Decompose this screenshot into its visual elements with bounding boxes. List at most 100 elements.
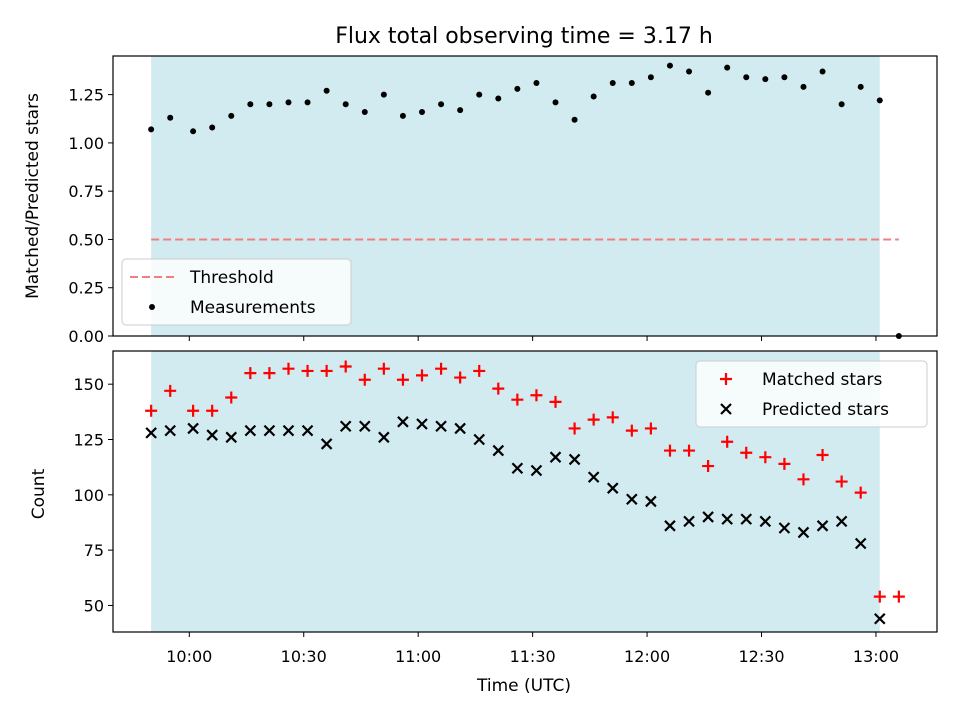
measurement-point <box>209 124 216 131</box>
predicted-star-point <box>492 444 505 457</box>
measurement-point <box>666 62 673 69</box>
predicted-star-point <box>473 433 485 446</box>
measurement-point <box>342 101 349 108</box>
y-tick-label: 75 <box>84 541 104 560</box>
measurement-point <box>457 107 464 114</box>
predicted-star-point <box>854 537 867 550</box>
predicted-star-point <box>416 418 428 430</box>
x-tick-label: 13:00 <box>853 647 899 666</box>
measurement-point <box>876 97 883 104</box>
matched-star-point <box>473 364 486 377</box>
measurement-point <box>762 76 769 83</box>
measurement-point <box>380 91 387 98</box>
predicted-star-point <box>759 515 772 528</box>
legend-frame <box>121 258 352 326</box>
matched-star-point <box>435 362 448 375</box>
y-tick-label: 0.00 <box>68 327 104 346</box>
matched-star-point <box>530 389 543 402</box>
matched-star-point <box>644 422 657 435</box>
measurement-point <box>857 83 864 90</box>
ratio-panel: 0.00 0.25 0.50 0.75 1.00 1.25 Threshold Measure… <box>68 55 938 346</box>
legend-predicted-swatch <box>720 403 732 415</box>
measurement-point <box>533 80 540 87</box>
bottom-legend: Matched stars Predicted stars <box>695 360 928 428</box>
predicted-star-point <box>164 424 176 437</box>
predicted-star-point <box>568 453 581 466</box>
measurement-point <box>705 89 712 96</box>
predicted-star-point <box>664 520 676 532</box>
matched-star-point <box>206 404 219 417</box>
x-tick-label: 12:30 <box>738 647 784 666</box>
bottom-y-axis-label: Count <box>29 468 49 519</box>
matched-star-point <box>854 486 867 499</box>
measurement-point <box>438 101 445 108</box>
predicted-star-point <box>206 429 218 441</box>
x-tick-label: 11:00 <box>395 647 441 666</box>
measurement-point <box>495 95 502 102</box>
matched-star-point <box>721 435 734 448</box>
y-tick-label: 0.75 <box>68 182 104 201</box>
legend-frame <box>695 360 928 428</box>
matched-star-point <box>873 590 886 603</box>
legend-predicted-label: Predicted stars <box>762 400 889 420</box>
matched-star-point <box>797 473 810 486</box>
predicted-star-point <box>816 520 829 532</box>
matched-star-point <box>606 411 619 424</box>
y-tick-label: 125 <box>73 431 104 450</box>
predicted-star-point <box>511 462 524 475</box>
predicted-star-point <box>874 612 886 625</box>
matched-star-point <box>225 391 238 404</box>
matched-star-point <box>892 590 905 603</box>
axes-frame <box>112 55 938 337</box>
matched-star-point <box>263 367 276 380</box>
predicted-star-point <box>263 424 276 437</box>
matched-star-point <box>358 373 371 386</box>
measurement-point <box>743 74 750 81</box>
x-tick-label: 10:00 <box>166 647 212 666</box>
matched-star-point <box>549 395 562 408</box>
matched-star-point <box>301 364 314 377</box>
x-tick-label: 11:30 <box>510 647 556 666</box>
measurement-point <box>419 109 425 115</box>
matched-star-point <box>164 384 177 397</box>
measurement-point <box>148 126 155 133</box>
matched-star-point <box>663 444 676 457</box>
y-tick-label: 1.25 <box>68 86 104 105</box>
predicted-star-point <box>683 515 695 528</box>
y-tick-label: 0.25 <box>68 279 104 298</box>
predicted-star-point <box>187 422 199 435</box>
predicted-star-point <box>530 464 543 477</box>
predicted-star-point <box>320 438 333 450</box>
matched-star-point <box>377 362 390 375</box>
predicted-star-point <box>740 513 753 525</box>
measurement-point <box>838 101 845 108</box>
predicted-star-point <box>225 431 238 444</box>
predicted-star-point <box>282 424 295 437</box>
measurement-point <box>361 109 368 115</box>
matched-star-point <box>568 422 581 435</box>
measurement-point <box>781 74 788 81</box>
matched-star-point <box>282 362 295 375</box>
measurement-point <box>552 99 559 106</box>
y-tick-label: 150 <box>73 375 104 394</box>
predicted-star-point <box>145 427 157 439</box>
matched-star-point <box>187 404 200 417</box>
matched-star-point <box>145 404 158 417</box>
legend-measurements-swatch <box>149 304 155 310</box>
predicted-star-point <box>797 526 810 539</box>
measurement-point <box>628 80 635 87</box>
matched-star-point <box>587 413 600 426</box>
predicted-star-point <box>549 451 562 463</box>
measurement-point <box>228 112 235 119</box>
matched-star-point <box>416 369 428 382</box>
measurement-point <box>571 116 578 123</box>
matched-star-point <box>778 457 791 470</box>
x-axis-label: Time (UTC) <box>476 676 571 696</box>
measurement-point <box>399 112 406 119</box>
matched-star-point <box>492 382 505 395</box>
measurement-point <box>266 101 273 108</box>
predicted-star-point <box>645 495 657 508</box>
count-panel: 50 75 100 125 150 10:00 10:30 11:00 11:30 12:00 12… <box>73 350 938 666</box>
predicted-star-point <box>835 515 848 528</box>
